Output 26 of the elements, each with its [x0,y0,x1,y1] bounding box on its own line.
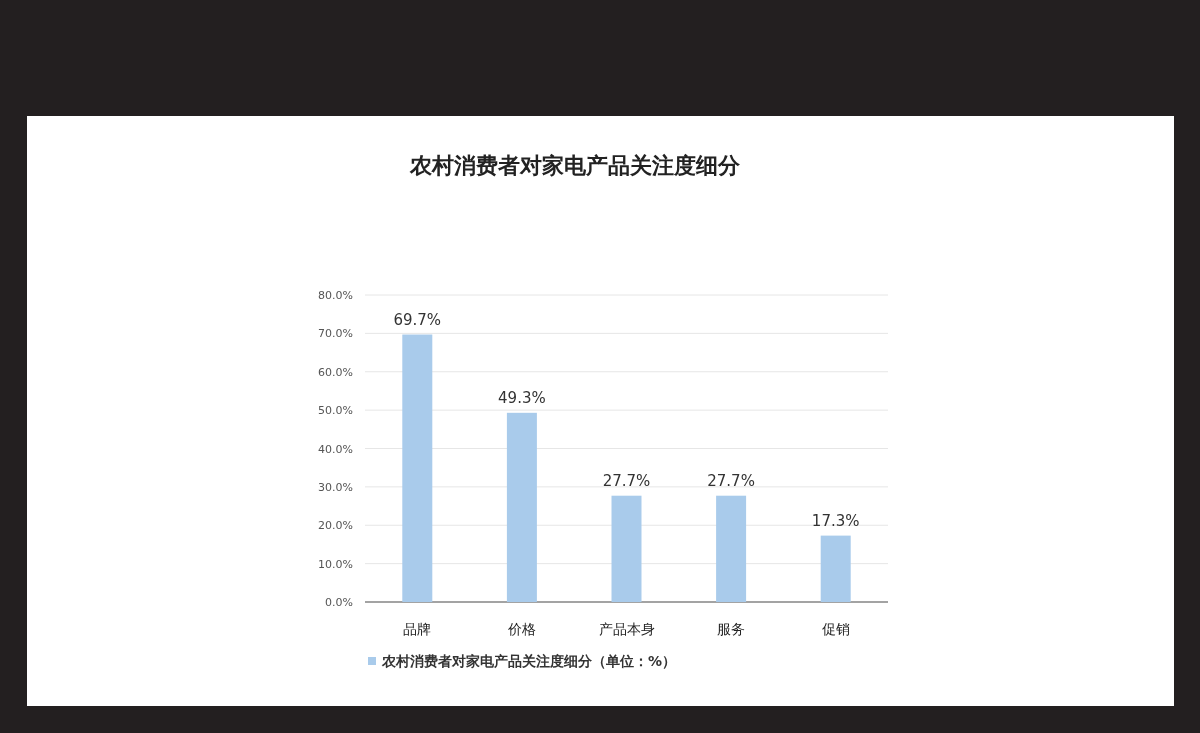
y-tick-label: 40.0% [318,442,353,456]
y-tick-label: 0.0% [325,596,353,609]
data-label: 27.7% [602,471,651,490]
bar [506,412,537,602]
y-tick-label: 20.0% [318,519,353,533]
y-tick-label: 50.0% [318,404,353,418]
data-label: 27.7% [707,471,755,490]
x-tick-label: 品牌 [403,621,432,637]
x-tick-label: 促销 [821,621,850,637]
y-tick-label: 60.0% [318,365,353,379]
y-tick-label: 30.0% [318,480,353,494]
y-tick-label: 80.0% [318,289,353,302]
x-tick-label: 价格 [506,621,536,637]
data-label: 49.3% [498,388,546,407]
data-label: 69.7% [393,310,442,329]
x-tick-label: 服务 [717,621,746,637]
y-tick-label: 70.0% [318,327,353,341]
data-label: 17.3% [811,511,860,530]
bar [611,495,642,602]
bar [402,334,433,602]
legend-label: 农村消费者对家电产品关注度细分（单位：%） [381,653,677,669]
bar [820,535,851,602]
bar [716,495,747,602]
y-tick-label: 10.0% [318,557,353,571]
x-tick-label: 产品本身 [598,621,655,637]
chart-title: 农村消费者对家电产品关注度细分 [409,153,741,178]
